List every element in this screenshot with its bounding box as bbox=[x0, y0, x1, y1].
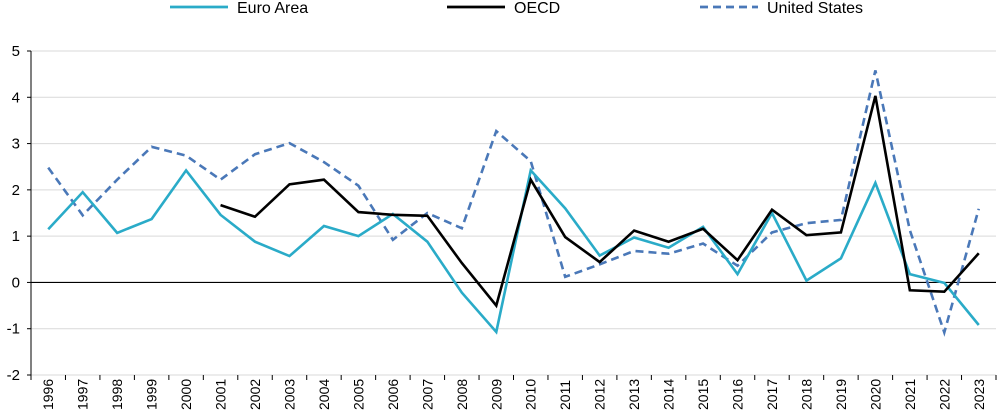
x-tick-label-2016: 2016 bbox=[730, 379, 746, 410]
x-tick-label-2022: 2022 bbox=[936, 379, 952, 410]
x-tick-label-2020: 2020 bbox=[867, 379, 883, 410]
x-tick-label-2002: 2002 bbox=[247, 379, 263, 410]
x-tick-label-2021: 2021 bbox=[902, 379, 918, 410]
x-axis: 1996 1997 1998 1999 2000 2001 2002 2003 2004 2005… bbox=[30, 281, 997, 410]
x-tick-label-2013: 2013 bbox=[626, 379, 642, 410]
x-tick-label-1996: 1996 bbox=[40, 379, 56, 410]
y-tick-label: 5 bbox=[12, 43, 20, 60]
x-tick-label-2014: 2014 bbox=[661, 379, 677, 410]
x-tick-label-2017: 2017 bbox=[764, 379, 780, 410]
legend-label-euro-area: Euro Area bbox=[237, 0, 308, 17]
gridlines bbox=[31, 50, 996, 376]
x-tick-label-2009: 2009 bbox=[488, 379, 504, 410]
x-tick-label-2007: 2007 bbox=[419, 379, 435, 410]
x-tick-label-2005: 2005 bbox=[350, 379, 366, 410]
y-tick-label: 1 bbox=[12, 228, 20, 245]
x-tick-label-2004: 2004 bbox=[316, 379, 332, 410]
x-tick-label-1998: 1998 bbox=[109, 379, 125, 410]
x-tick-label-2018: 2018 bbox=[798, 379, 814, 410]
x-tick-label-1999: 1999 bbox=[144, 379, 160, 410]
x-tick-label-2010: 2010 bbox=[523, 379, 539, 410]
x-tick-label-2006: 2006 bbox=[385, 379, 401, 410]
y-tick-label: 0 bbox=[12, 274, 20, 291]
plot-area bbox=[47, 70, 981, 337]
x-tick-label-2008: 2008 bbox=[454, 379, 470, 410]
series-line-euro-area bbox=[47, 167, 980, 335]
x-tick-label-2015: 2015 bbox=[695, 379, 711, 410]
y-tick-label: 2 bbox=[12, 182, 20, 199]
legend: Euro Area OECD United States bbox=[170, 0, 863, 17]
legend-label-united-states: United States bbox=[767, 0, 863, 17]
y-axis: 5 4 3 2 1 0 -1 -2 bbox=[7, 43, 32, 384]
x-tick-label-2019: 2019 bbox=[833, 379, 849, 410]
y-tick-label: -1 bbox=[7, 321, 20, 338]
x-tick-label-2000: 2000 bbox=[178, 379, 194, 410]
x-tick-label-2012: 2012 bbox=[592, 379, 608, 410]
y-tick-label: -2 bbox=[7, 367, 20, 384]
series-line-oecd bbox=[220, 95, 980, 309]
x-tick-label-2011: 2011 bbox=[557, 380, 573, 410]
x-tick-label-2003: 2003 bbox=[281, 379, 297, 410]
y-tick-label: 3 bbox=[12, 136, 20, 153]
series-line-united-states bbox=[47, 70, 981, 337]
y-tick-label: 4 bbox=[12, 89, 20, 106]
legend-label-oecd: OECD bbox=[514, 0, 560, 17]
x-tick-label-1997: 1997 bbox=[75, 379, 91, 410]
x-tick-label-2023: 2023 bbox=[971, 379, 987, 410]
x-tick-label-2001: 2001 bbox=[213, 379, 229, 410]
